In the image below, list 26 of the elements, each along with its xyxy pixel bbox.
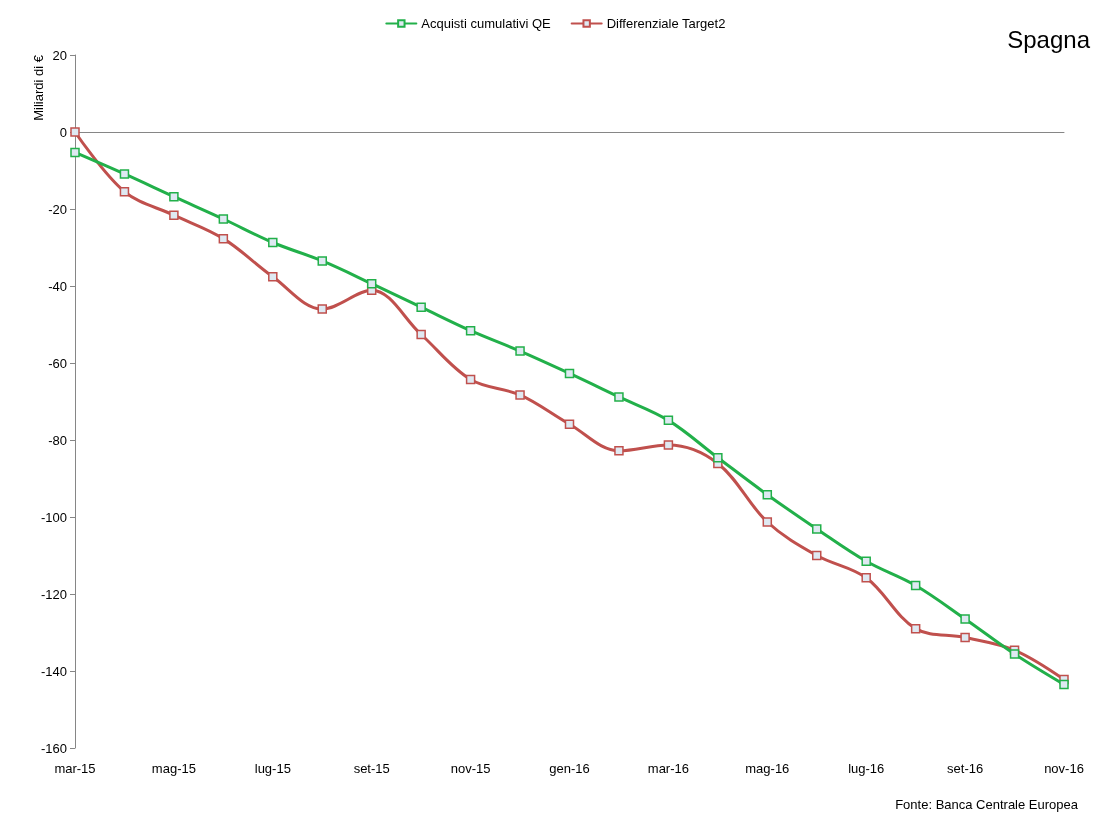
y-tick-label: -100 bbox=[40, 509, 67, 525]
x-tick-label: set-15 bbox=[353, 761, 390, 776]
y-tick-label: -40 bbox=[48, 278, 67, 294]
source-note: Fonte: Banca Centrale Europea bbox=[895, 797, 1079, 812]
x-tick-label: nov-15 bbox=[450, 761, 491, 776]
x-tick-label: gen-16 bbox=[549, 761, 590, 776]
y-tick-label: -60 bbox=[48, 355, 67, 371]
x-tick-label: nov-16 bbox=[1044, 761, 1084, 776]
y-tick-label: 0 bbox=[59, 124, 67, 140]
y-tick-label: -80 bbox=[48, 432, 67, 448]
x-tick-label: lug-15 bbox=[254, 761, 291, 776]
x-tick-label: mag-16 bbox=[745, 761, 790, 776]
chart-title: Spagna bbox=[1007, 25, 1091, 53]
y-tick-label: -160 bbox=[40, 740, 67, 756]
y-axis-title: Miliardi di € bbox=[31, 54, 46, 121]
x-tick-label: mag-15 bbox=[151, 761, 196, 776]
legend-label: Differenziale Target2 bbox=[606, 16, 726, 31]
y-tick-label: -20 bbox=[48, 201, 67, 217]
y-tick-label: 20 bbox=[52, 47, 67, 63]
y-tick-label: -140 bbox=[40, 663, 67, 679]
y-tick-label: -120 bbox=[40, 586, 67, 602]
x-tick-label: mar-15 bbox=[54, 761, 96, 776]
x-tick-label: lug-16 bbox=[848, 761, 885, 776]
x-tick-label: mar-16 bbox=[647, 761, 689, 776]
legend-label: Acquisti cumulativi QE bbox=[421, 16, 551, 31]
x-tick-label: set-16 bbox=[947, 761, 984, 776]
